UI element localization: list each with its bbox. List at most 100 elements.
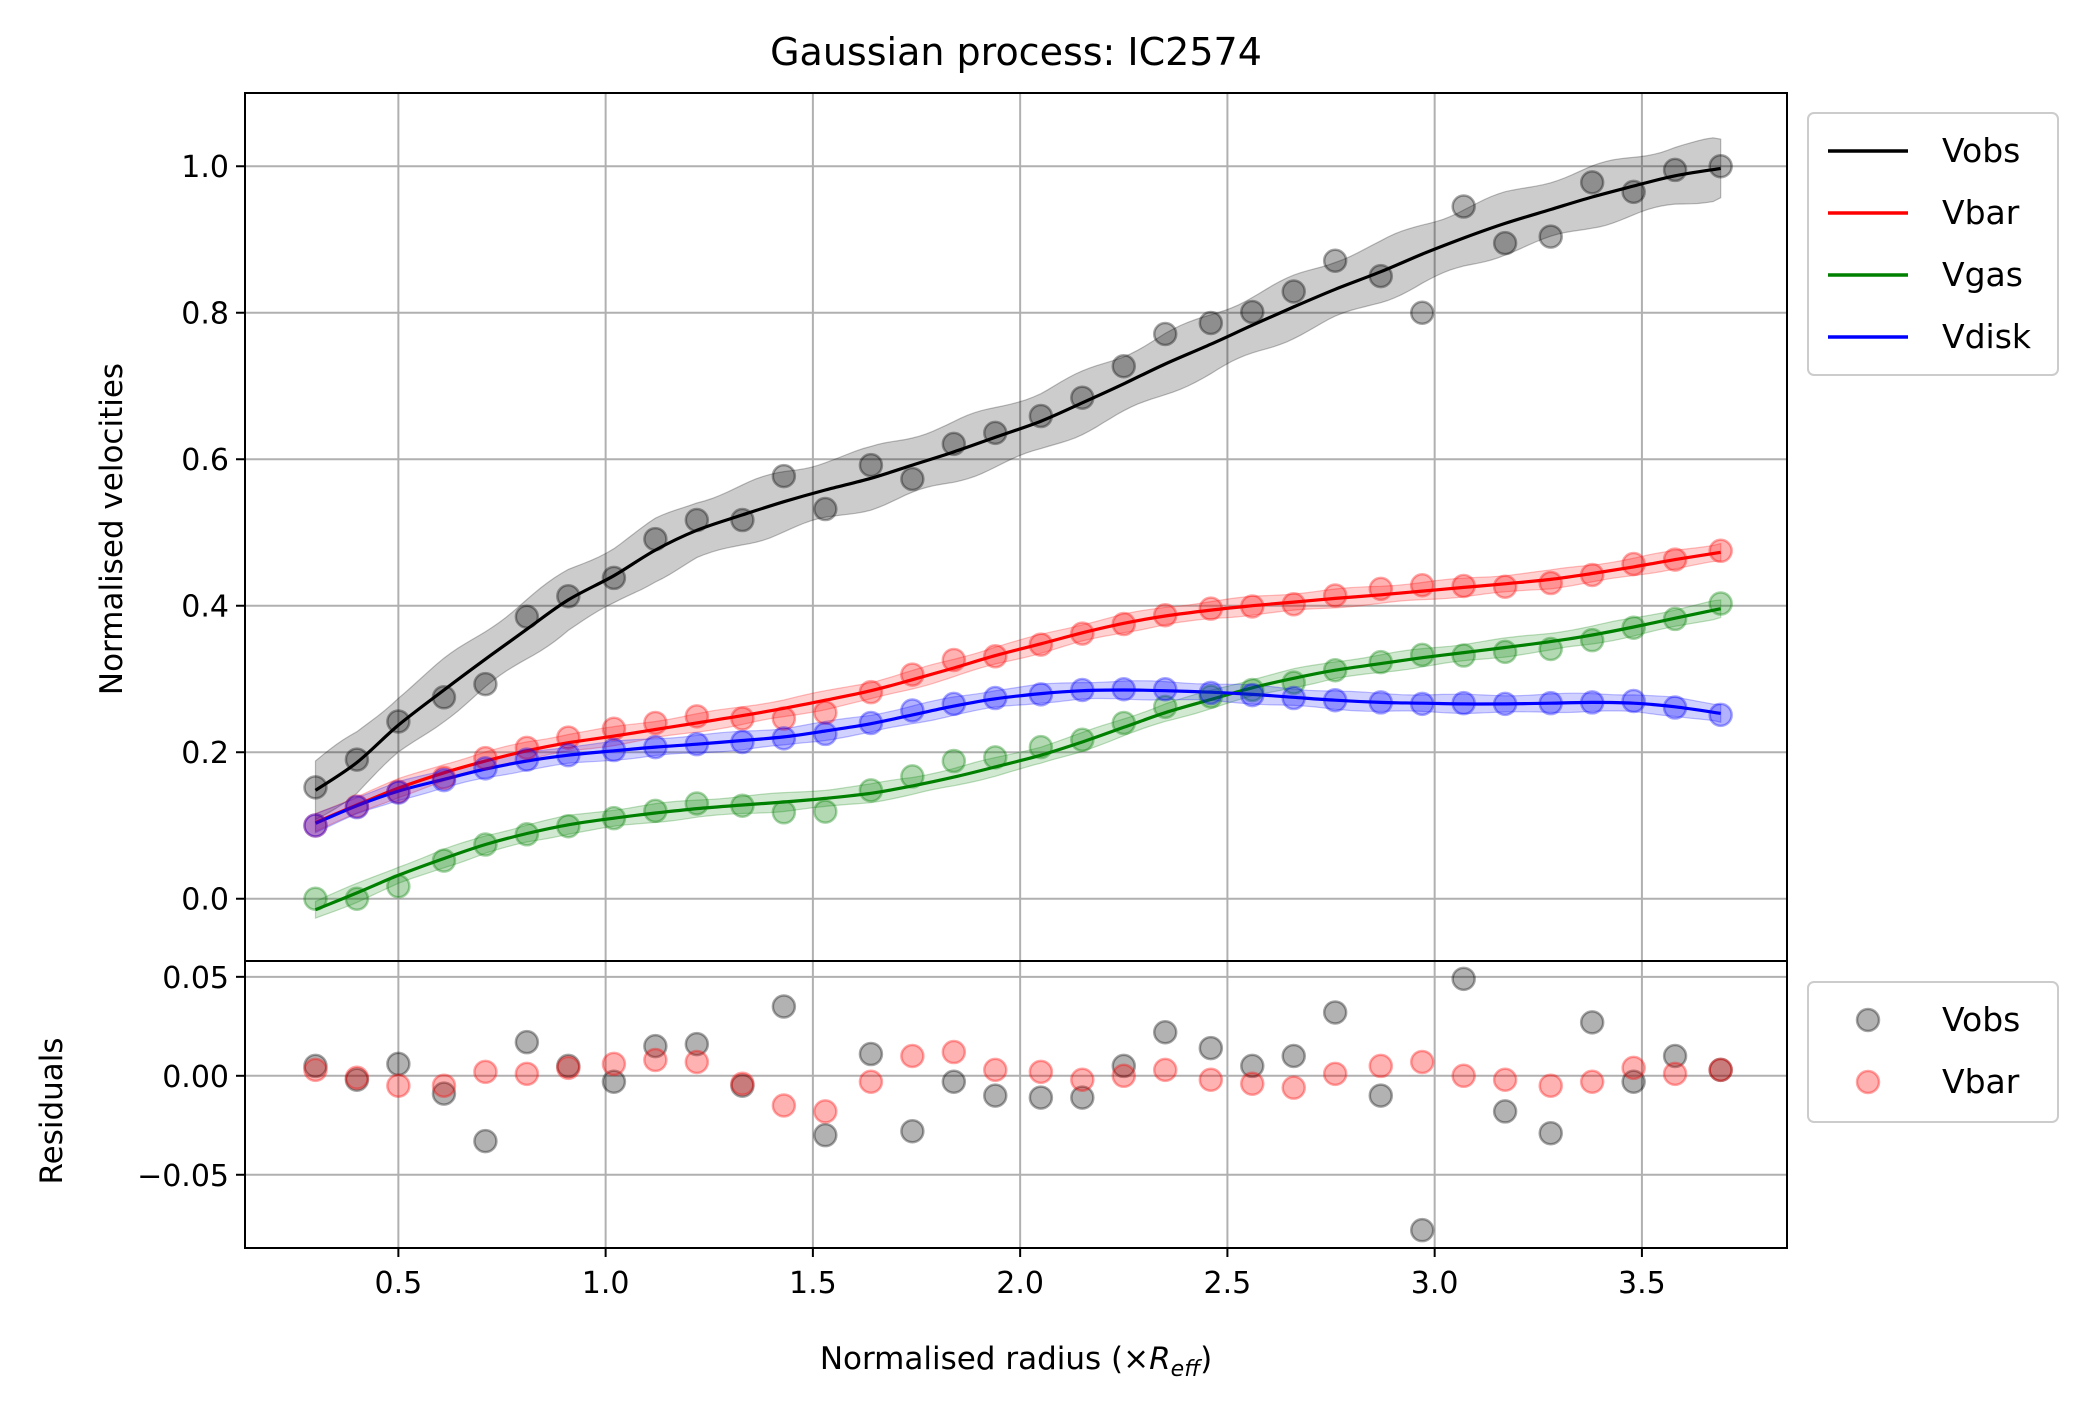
- data-point-vbar: [1708, 538, 1733, 564]
- data-point-vbar: [1240, 594, 1265, 619]
- data-point-vgas: [1198, 684, 1224, 709]
- residual-point-vbar: [1621, 1055, 1646, 1081]
- residual-point-vobs: [771, 994, 797, 1019]
- residual-y-tick-label: −0.05: [137, 1159, 229, 1194]
- main-grid: [245, 93, 1787, 961]
- residual-point-vbar: [1409, 1049, 1435, 1075]
- data-point-vobs: [941, 431, 967, 457]
- data-point-vbar: [1621, 551, 1646, 577]
- residual-point-vbar: [303, 1057, 328, 1083]
- main-y-tick-label: 0.8: [181, 297, 229, 332]
- residual-point-vobs: [730, 1073, 755, 1098]
- data-point-vbar: [1409, 572, 1435, 598]
- data-point-vbar: [941, 647, 967, 673]
- x-axis-label-close: ): [1200, 1341, 1212, 1377]
- data-point-vbar: [1070, 621, 1095, 646]
- x-tick-label: 2.5: [1204, 1266, 1252, 1301]
- data-point-vgas: [1152, 694, 1178, 720]
- data-point-vobs: [900, 466, 925, 492]
- residual-grid: [245, 961, 1787, 1248]
- data-point-vdisk: [1111, 676, 1137, 702]
- residual-point-vbar: [1451, 1063, 1476, 1089]
- data-point-vobs: [983, 420, 1008, 446]
- data-point-vgas: [1281, 670, 1306, 695]
- residual-point-vbar: [1708, 1057, 1733, 1083]
- data-point-vbar: [771, 706, 797, 731]
- legend-label-vbar: Vbar: [1942, 193, 2020, 232]
- data-point-vgas: [1451, 643, 1476, 668]
- residual-point-vbar: [1028, 1059, 1054, 1085]
- residual-point-vbar: [514, 1061, 540, 1087]
- data-point-vgas: [643, 798, 668, 824]
- data-point-vgas: [771, 800, 797, 825]
- data-point-vobs: [1538, 224, 1563, 249]
- data-point-vgas: [1240, 677, 1265, 703]
- x-tick-label: 1.0: [582, 1266, 630, 1301]
- residual-point-vbar: [1368, 1053, 1394, 1079]
- data-point-vbar: [983, 644, 1008, 669]
- legend-label-vdisk: Vdisk: [1942, 317, 2032, 356]
- residual-point-vobs: [1028, 1085, 1054, 1110]
- data-point-vobs: [1028, 403, 1054, 429]
- residual-point-vbar: [858, 1069, 884, 1094]
- data-point-vgas: [556, 813, 581, 839]
- data-point-vdisk: [514, 747, 540, 772]
- data-point-vobs: [1368, 263, 1394, 289]
- data-point-vgas: [1662, 606, 1688, 632]
- data-point-vgas: [1492, 639, 1518, 665]
- fit-line-vdisk: [314, 688, 1721, 825]
- data-point-vobs: [1111, 353, 1137, 379]
- data-point-vbar: [1322, 583, 1348, 608]
- data-point-vgas: [983, 745, 1008, 770]
- data-point-vdisk: [1028, 682, 1054, 707]
- data-point-vobs: [303, 775, 328, 800]
- data-point-vdisk: [556, 742, 581, 768]
- data-point-vgas: [431, 848, 457, 873]
- residual-point-vobs: [556, 1053, 581, 1079]
- confidence-band-vobs: [314, 137, 1722, 821]
- data-point-vobs: [1708, 153, 1733, 179]
- residual-point-vobs: [386, 1051, 411, 1077]
- data-point-vbar: [601, 716, 627, 742]
- data-point-vbar: [858, 679, 884, 705]
- data-point-vbar: [1028, 632, 1054, 657]
- data-point-vobs: [1492, 230, 1518, 256]
- data-point-vdisk: [1492, 691, 1518, 717]
- residual-point-vbar: [1579, 1069, 1605, 1094]
- main-y-ticks: 0.0 0.2 0.4 0.6 0.8 1.0: [181, 150, 245, 918]
- residual-point-vobs: [1579, 1010, 1605, 1035]
- main-y-tick-label: 0.0: [181, 883, 229, 918]
- main-y-axis-label: Normalised velocities: [94, 363, 130, 695]
- data-point-vdisk: [1409, 691, 1435, 717]
- data-point-vbar: [643, 710, 668, 736]
- data-point-vobs: [1152, 321, 1178, 347]
- data-point-vgas: [684, 791, 710, 816]
- data-point-vbar: [900, 662, 925, 687]
- data-point-vobs: [514, 604, 540, 629]
- residual-point-vobs: [1492, 1099, 1518, 1124]
- residual-point-vobs: [303, 1053, 328, 1079]
- data-point-vdisk: [1579, 690, 1605, 715]
- residual-points: [303, 966, 1733, 1243]
- data-point-vgas: [1579, 627, 1605, 653]
- data-point-vgas: [303, 886, 328, 911]
- data-point-vgas: [514, 822, 540, 847]
- residual-point-vobs: [1198, 1035, 1224, 1061]
- data-point-vdisk: [1538, 690, 1563, 716]
- residual-y-axis-label: Residuals: [34, 1037, 70, 1184]
- residual-point-vobs: [1070, 1085, 1095, 1110]
- data-point-vgas: [344, 886, 370, 911]
- data-point-vbar: [514, 735, 540, 761]
- residual-point-vbar: [730, 1071, 755, 1096]
- residual-point-vbar: [431, 1073, 457, 1098]
- main-fit-lines: [314, 166, 1722, 912]
- data-point-vbar: [1579, 562, 1605, 588]
- residual-point-vobs: [1152, 1020, 1178, 1045]
- data-point-vobs: [1240, 299, 1265, 325]
- data-point-vobs: [556, 583, 581, 609]
- data-point-vdisk: [1070, 677, 1095, 703]
- data-point-vbar: [344, 794, 370, 819]
- data-point-vobs: [771, 463, 797, 489]
- data-point-vobs: [1621, 179, 1646, 205]
